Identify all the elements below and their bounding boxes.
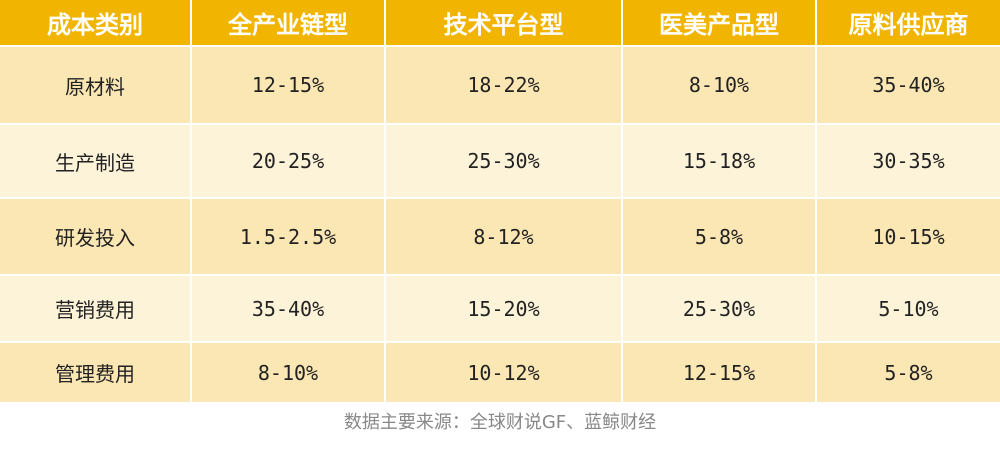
table-cell: 15-20% [385,275,623,342]
source-note: 数据主要来源：全球财说GF、蓝鲸财经 [343,412,657,433]
header-full-chain: 全产业链型 [191,0,386,46]
table-cell: 25-30% [622,275,817,342]
table-cell: 5-8% [622,198,817,275]
table-row: 原材料 12-15% 18-22% 8-10% 35-40% [0,46,1000,124]
row-label: 营销费用 [0,275,192,342]
table-cell: 10-12% [385,342,623,402]
row-label: 生产制造 [0,124,192,198]
table-cell: 5-10% [816,275,1000,342]
table-row: 营销费用 35-40% 15-20% 25-30% 5-10% [0,275,1000,342]
header-raw-supplier: 原料供应商 [816,0,1000,46]
row-label: 研发投入 [0,198,192,275]
table-cell: 30-35% [816,124,1000,198]
header-cost-category: 成本类别 [0,0,192,46]
table-cell: 18-22% [385,46,623,124]
table-cell: 8-10% [191,342,386,402]
row-label: 原材料 [0,46,192,124]
table-cell: 15-18% [622,124,817,198]
table-cell: 8-10% [622,46,817,124]
table-cell: 1.5-2.5% [191,198,386,275]
cost-comparison-table: 成本类别 全产业链型 技术平台型 医美产品型 原料供应商 原材料 12-15% … [0,0,1000,402]
table-cell: 10-15% [816,198,1000,275]
table-cell: 12-15% [191,46,386,124]
table-cell: 12-15% [622,342,817,402]
header-tech-platform: 技术平台型 [385,0,623,46]
table-row: 研发投入 1.5-2.5% 8-12% 5-8% 10-15% [0,198,1000,275]
table-cell: 25-30% [385,124,623,198]
row-label: 管理费用 [0,342,192,402]
table-cell: 5-8% [816,342,1000,402]
table-cell: 35-40% [191,275,386,342]
table-cell: 35-40% [816,46,1000,124]
table-row: 生产制造 20-25% 25-30% 15-18% 30-35% [0,124,1000,198]
table-cell: 8-12% [385,198,623,275]
header-medical-product: 医美产品型 [622,0,817,46]
header-row: 成本类别 全产业链型 技术平台型 医美产品型 原料供应商 [0,0,1000,46]
table-row: 管理费用 8-10% 10-12% 12-15% 5-8% [0,342,1000,402]
table-cell: 20-25% [191,124,386,198]
